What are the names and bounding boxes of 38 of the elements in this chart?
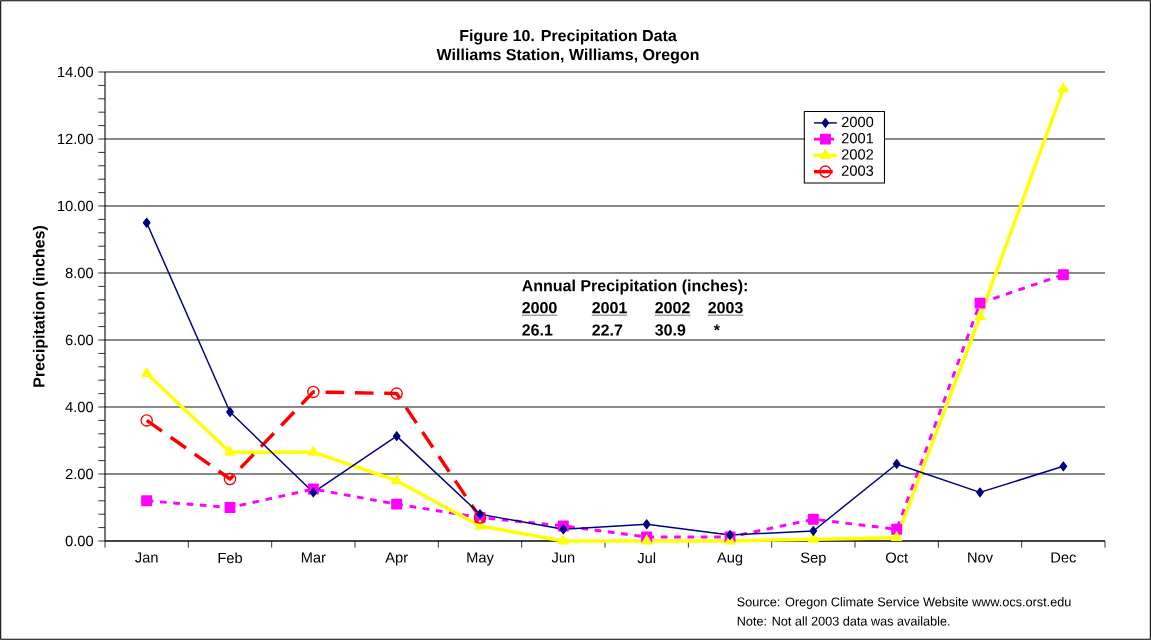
annotation: 2001 [592,302,627,314]
legend-label: 2002 [841,149,874,160]
y-tick-label: 4.00 [65,401,94,413]
legend-label: 2000 [841,116,874,128]
source-note: Source: Oregon Climate Service Website www.ocs.orst.edu [737,597,1071,609]
annotation: 2003 [708,301,743,314]
legend-label: 2001 [841,133,874,144]
x-tick-label: Oct [885,552,908,563]
annotation: 26.1 [522,324,553,336]
x-tick-label: Jan [135,552,158,563]
annotation: 22.7 [592,324,623,336]
y-axis-title: Precipitation (inches) [32,225,48,387]
y-tick-label: 14.00 [58,66,94,78]
chart-title: Figure 10. Precipitation Data [460,29,677,45]
x-tick-label: Dec [1051,552,1076,563]
text: Note: Not all 2003 data was available. [737,616,950,626]
x-tick-label: Jun [551,552,575,563]
annotation: * [713,324,720,331]
annotation: Annual Precipitation (inches): [522,279,747,295]
x-tick-label: Mar [301,552,326,563]
y-tick-label: 10.00 [58,200,94,212]
y-tick-label: 2.00 [65,468,94,480]
chart-subtitle: Williams Station, Williams, Oregon [436,48,699,64]
y-tick-label: 0.00 [65,535,94,547]
legend-label: 2003 [841,165,874,176]
y-tick-label: 6.00 [65,334,94,346]
x-tick-label: May [467,552,494,566]
x-tick-label: Sep [800,552,826,566]
y-tick-label: 8.00 [65,267,94,279]
annotation: 2002 [655,302,690,314]
x-tick-label: Aug [716,552,743,566]
x-tick-label: Nov [968,552,993,563]
y-tick-label: 12.00 [58,133,94,145]
x-tick-label: Apr [385,552,408,566]
x-tick-label: Feb [218,552,243,564]
x-tick-label: Jul [637,552,656,564]
annotation: 2000 [522,302,557,314]
annotation: 30.9 [655,324,686,336]
